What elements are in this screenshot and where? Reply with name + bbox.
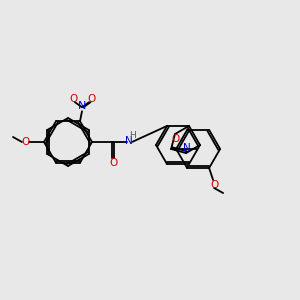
Text: O: O — [109, 158, 117, 168]
Text: H: H — [130, 131, 136, 140]
Text: O: O — [172, 134, 180, 144]
Text: N: N — [125, 136, 133, 146]
Text: N: N — [183, 143, 191, 153]
Text: N: N — [78, 101, 86, 111]
Text: O: O — [210, 180, 218, 190]
Text: O: O — [87, 94, 95, 104]
Text: O: O — [22, 137, 30, 147]
Text: O: O — [69, 94, 77, 104]
